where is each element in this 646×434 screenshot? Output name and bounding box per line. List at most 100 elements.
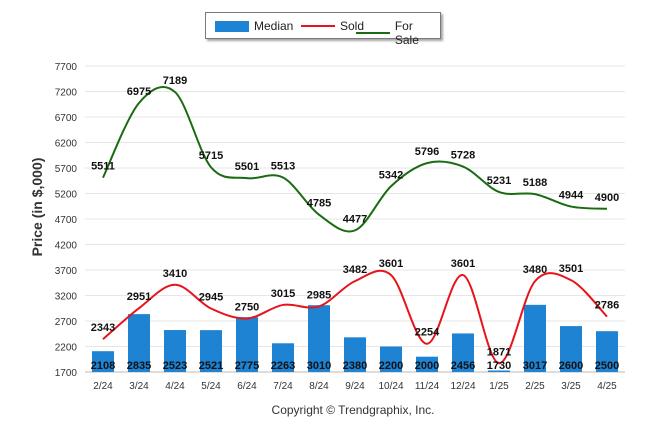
median-bars	[92, 304, 618, 372]
median-bar	[128, 314, 150, 372]
x-tick-label: 12/24	[450, 381, 475, 392]
y-tick-label: 6200	[55, 139, 78, 150]
legend-forsale-label: For Sale	[394, 19, 419, 47]
sold-data-label: 2254	[415, 327, 440, 339]
y-tick-label: 7700	[55, 62, 78, 73]
sold-data-label: 3410	[163, 268, 187, 280]
forsale-data-label: 5715	[199, 150, 223, 162]
median-data-label: 2523	[163, 360, 187, 372]
median-data-label: 3010	[307, 360, 331, 372]
y-axis-title: Price (in $,000)	[29, 158, 45, 257]
legend-item-median: Median	[215, 19, 293, 33]
x-tick-label: 6/24	[237, 381, 257, 392]
x-tick-label: 9/24	[345, 381, 365, 392]
legend-median-label: Median	[254, 19, 294, 33]
sold-data-label: 3601	[451, 258, 475, 270]
sold-data-label: 3482	[343, 264, 367, 276]
sold-data-label: 3601	[379, 258, 403, 270]
forsale-swatch	[356, 32, 390, 34]
forsale-data-label: 5501	[235, 161, 259, 173]
legend-item-forsale: For Sale	[356, 19, 440, 47]
median-bar	[452, 333, 474, 372]
median-bar	[164, 330, 186, 372]
x-tick-label: 5/24	[201, 381, 221, 392]
sold-data-label: 3480	[523, 264, 547, 276]
forsale-data-label: 5231	[487, 175, 511, 187]
x-tick-label: 7/24	[273, 381, 293, 392]
x-tick-label: 1/25	[489, 381, 509, 392]
series-lines	[102, 86, 608, 365]
sold-data-label: 1871	[487, 346, 511, 358]
median-bar	[488, 370, 510, 372]
y-tick-label: 3200	[55, 292, 78, 303]
sold-swatch	[301, 25, 335, 27]
median-bar	[272, 343, 294, 372]
legend-item-sold: Sold	[301, 19, 364, 33]
y-tick-label: 5700	[55, 164, 78, 175]
median-data-label: 2500	[595, 360, 619, 372]
forsale-data-label: 4900	[595, 192, 619, 204]
median-data-label: 2775	[235, 360, 259, 372]
median-data-label: 2000	[415, 360, 439, 372]
median-data-label: 2380	[343, 360, 367, 372]
y-tick-label: 5200	[55, 190, 78, 201]
sold-data-label: 2985	[307, 289, 331, 301]
median-data-label: 2456	[451, 360, 475, 372]
median-bar	[92, 351, 114, 372]
forsale-data-label: 5511	[91, 161, 115, 173]
forsale-data-label: 4944	[559, 190, 584, 202]
median-data-label: 2521	[199, 360, 223, 372]
sold-data-label: 3501	[559, 263, 583, 275]
sold-data-label: 2343	[91, 322, 115, 334]
sold-data-label: 2750	[235, 301, 259, 313]
data-labels: 2108 2835 2523 2521 2775 2263 3010 2380 2200 2000…	[91, 75, 619, 372]
x-tick-label: 3/24	[129, 381, 149, 392]
forsale-data-label: 5188	[523, 177, 547, 189]
median-bar	[344, 337, 366, 372]
x-tick-label: 11/24	[415, 381, 440, 392]
y-tick-label: 3700	[55, 266, 78, 277]
median-data-label: 1730	[487, 360, 511, 372]
median-data-label: 2200	[379, 360, 403, 372]
median-bar	[596, 331, 618, 372]
forsale-data-label: 6975	[127, 86, 151, 98]
y-tick-label: 1700	[55, 368, 78, 379]
sold-data-label: 2951	[127, 291, 151, 303]
forsale-data-label: 4477	[343, 213, 367, 225]
x-tick-label: 3/25	[561, 381, 581, 392]
median-data-label: 2108	[91, 360, 115, 372]
median-bar	[380, 346, 402, 372]
x-tick-label: 2/25	[525, 381, 545, 392]
median-bar	[200, 330, 222, 372]
y-tick-label: 2700	[55, 317, 78, 328]
median-data-label: 3017	[523, 360, 547, 372]
forsale-data-label: 4785	[307, 198, 331, 210]
forsale-data-label: 5796	[415, 146, 439, 158]
y-axis-tick-labels: 1700 2200 2700 3200 3700 4200 4700 5200 5700 6200…	[55, 62, 78, 379]
sold-line	[102, 269, 608, 365]
x-tick-label: 4/24	[165, 381, 185, 392]
median-data-label: 2263	[271, 360, 295, 372]
median-bar	[308, 305, 330, 372]
copyright-footer: Copyright © Trendgraphix, Inc.	[271, 403, 435, 417]
x-tick-label: 8/24	[309, 381, 329, 392]
legend-sold-label: Sold	[340, 19, 365, 33]
median-bar	[524, 304, 546, 372]
median-bar	[560, 326, 582, 372]
y-tick-label: 2200	[55, 343, 78, 354]
y-tick-label: 6700	[55, 113, 78, 124]
y-tick-label: 4200	[55, 241, 78, 252]
median-bar	[236, 317, 258, 372]
median-swatch	[215, 20, 249, 32]
sold-data-label: 2786	[595, 300, 619, 312]
y-tick-label: 7200	[55, 88, 78, 99]
x-tick-label: 4/25	[597, 381, 617, 392]
forsale-data-label: 7189	[163, 75, 187, 87]
legend: Median Sold For Sale	[205, 12, 441, 47]
x-tick-label: 2/24	[93, 381, 113, 392]
y-tick-label: 4700	[55, 215, 78, 226]
forsale-line	[102, 86, 608, 233]
forsale-data-label: 5513	[271, 161, 295, 173]
median-data-label: 2600	[559, 360, 583, 372]
